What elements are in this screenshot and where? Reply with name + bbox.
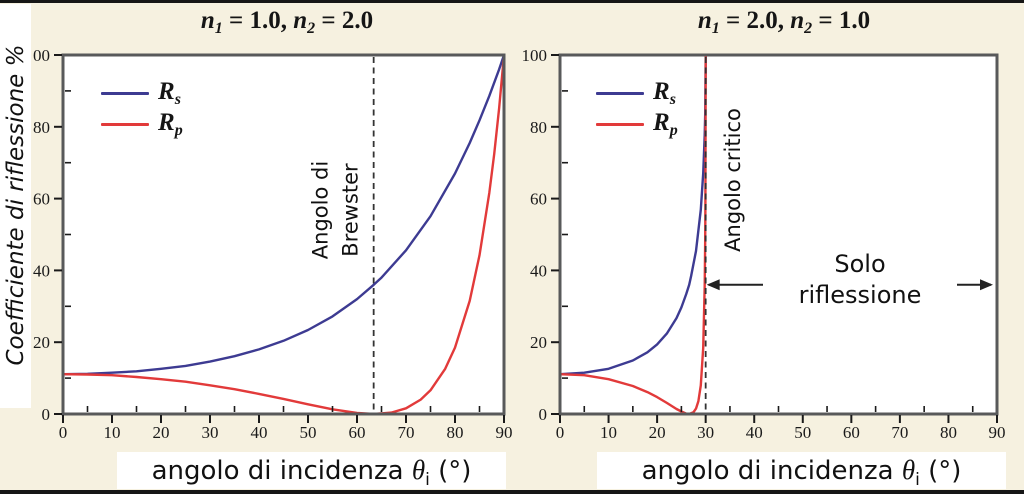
svg-text:40: 40 — [746, 423, 763, 442]
svg-text:60: 60 — [530, 190, 547, 209]
svg-text:20: 20 — [153, 423, 170, 442]
svg-text:80: 80 — [940, 423, 957, 442]
rp-line-sample — [596, 122, 644, 126]
svg-text:50: 50 — [300, 423, 317, 442]
svg-text:10: 10 — [600, 423, 617, 442]
svg-text:20: 20 — [33, 333, 50, 352]
top-border-bar — [0, 0, 1024, 3]
svg-text:10: 10 — [104, 423, 121, 442]
svg-text:90: 90 — [989, 423, 1006, 442]
rs-line-sample — [596, 91, 644, 95]
rp-label: Rp — [653, 108, 678, 139]
svg-text:20: 20 — [530, 333, 547, 352]
svg-text:40: 40 — [251, 423, 268, 442]
legend-item-rs: Rs — [101, 77, 183, 108]
rs-line-sample — [101, 91, 149, 95]
svg-text:70: 70 — [891, 423, 908, 442]
svg-text:60: 60 — [843, 423, 860, 442]
svg-text:0: 0 — [42, 405, 51, 424]
right-xlabel-band — [597, 452, 1006, 489]
svg-text:80: 80 — [33, 118, 50, 137]
svg-text:50: 50 — [794, 423, 811, 442]
svg-text:20: 20 — [649, 423, 666, 442]
svg-text:60: 60 — [349, 423, 366, 442]
left-chart-title: n1 = 1.0, n2 = 2.0 — [200, 7, 374, 37]
legend-item-rp: Rp — [101, 108, 183, 139]
svg-text:0: 0 — [539, 405, 548, 424]
right-legend: Rs Rp — [596, 77, 678, 139]
rs-label: Rs — [653, 77, 676, 108]
left-legend: Rs Rp — [101, 77, 183, 139]
total-reflection-region-label: Solo riflessione — [763, 247, 957, 313]
left-x-axis-label: angolo di incidenza θi (°) — [151, 455, 472, 491]
left-y-axis-label: Coefficiente di riflessione % — [3, 44, 29, 366]
rs-label: Rs — [158, 77, 181, 108]
svg-text:70: 70 — [398, 423, 415, 442]
svg-text:60: 60 — [33, 190, 50, 209]
rp-label: Rp — [158, 108, 183, 139]
right-x-axis-label: angolo di incidenza θi (°) — [641, 455, 962, 491]
critical-angle-annotation: Angolo critico — [720, 108, 745, 252]
legend-item-rs: Rs — [596, 77, 678, 108]
brewster-angle-annotation: Angolo di Brewster — [308, 160, 363, 260]
svg-text:0: 0 — [556, 423, 565, 442]
ylabel-band — [0, 4, 31, 408]
svg-text:30: 30 — [202, 423, 219, 442]
svg-text:80: 80 — [530, 118, 547, 137]
svg-text:80: 80 — [447, 423, 464, 442]
svg-text:00: 00 — [33, 46, 50, 65]
rp-line-sample — [101, 122, 149, 126]
svg-text:40: 40 — [530, 261, 547, 280]
bottom-border-bar — [0, 490, 1024, 494]
legend-item-rp: Rp — [596, 108, 678, 139]
left-xlabel-band — [117, 452, 506, 489]
svg-text:90: 90 — [496, 423, 513, 442]
svg-text:30: 30 — [697, 423, 714, 442]
svg-text:100: 100 — [522, 46, 548, 65]
svg-text:0: 0 — [59, 423, 68, 442]
svg-text:40: 40 — [33, 261, 50, 280]
right-chart-title: n1 = 2.0, n2 = 1.0 — [697, 7, 871, 37]
